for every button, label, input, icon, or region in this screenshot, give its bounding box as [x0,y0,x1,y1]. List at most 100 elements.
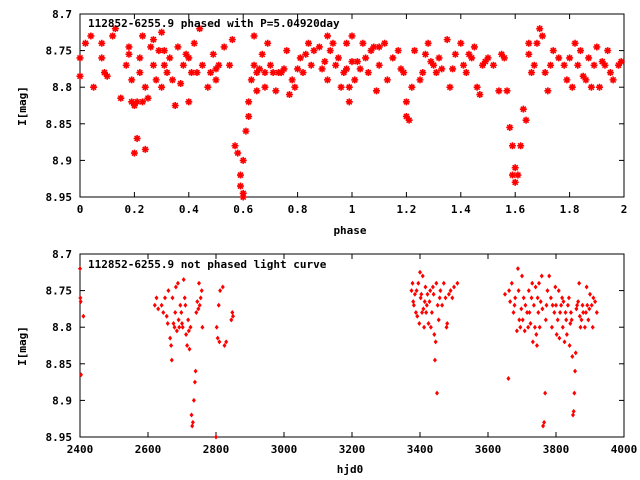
unphased-data-point [183,302,188,308]
unphased-data-point [169,343,174,348]
unphased-data-point [441,280,446,286]
unphased-x-tick-label: 3000 [271,443,298,456]
unphased-data-point [560,295,565,301]
unphased-data-point [520,317,525,323]
unphased-data-point [168,335,173,341]
phased-data-point [214,60,224,70]
unphased-data-point [420,273,425,279]
unphased-data-point [530,339,535,345]
unphased-data-point [217,339,222,345]
unphased-data-point [450,295,455,301]
phased-data-point [238,156,248,165]
phased-x-axis-label: phase [333,224,366,237]
unphased-data-point [422,324,427,330]
phased-data-point [249,60,259,70]
unphased-data-point [198,295,203,301]
phased-data-point [344,82,354,92]
phased-data-point [334,53,343,63]
unphased-data-point [163,295,167,301]
phased-data-point [527,68,536,77]
phased-data-point [97,53,107,63]
unphased-data-point [594,310,599,316]
phased-data-point [124,49,134,59]
unphased-data-point [554,332,559,338]
phased-data-point [157,82,166,92]
unphased-data-point [554,302,558,308]
unphased-data-point [557,335,562,341]
phased-x-tick-label: 1 [349,203,356,216]
unphased-data-point [176,317,181,323]
phased-data-point [393,46,403,55]
phased-data-point [358,38,368,48]
unphased-data-point [569,317,574,323]
unphased-data-point [547,273,552,279]
phased-data-point [252,86,262,96]
unphased-y-tick-label: 8.75 [46,285,73,298]
phased-data-point [263,38,272,48]
phased-data-point [108,31,117,41]
unphased-x-tick-label: 2400 [67,443,94,456]
unphased-data-point [214,324,219,330]
phased-data-point [535,24,544,33]
unphased-axis-ticks: 2400 2600 2800 3000 3200 3400 3600 3800 4000 8.7 8… [46,248,638,456]
phased-data-point [442,35,452,44]
phased-data-point [317,64,327,74]
unphased-data-point [448,288,453,294]
unphased-data-point [195,299,200,305]
unphased-data-point [586,317,591,323]
phased-data-point [244,112,253,121]
unphased-x-tick-label: 4000 [611,443,638,456]
phased-data-point [559,60,569,70]
phased-data-point [160,46,169,55]
unphased-data-point [430,284,435,290]
unphased-data-point [418,295,423,301]
unphased-data-point [432,332,437,338]
phased-data-point [279,64,289,74]
unphased-data-point [555,317,560,323]
phased-data-point [600,60,610,70]
unphased-data-point [536,310,541,316]
phased-data-point [538,31,547,41]
unphased-data-point [429,310,434,316]
unphased-data-point [420,310,425,316]
unphased-data-point [452,284,456,290]
unphased-data-point [543,317,548,323]
unphased-data-point [539,273,544,279]
unphased-data-point [190,419,195,425]
phased-data-point [589,60,599,70]
phased-data-point [529,60,539,70]
unphased-data-point [562,339,567,345]
unphased-light-curve-panel: 2400 2600 2800 3000 3200 3400 3600 3800 4000 8.7 8… [16,248,637,476]
phased-data-point [206,68,215,77]
phased-data-point [587,82,596,92]
unphased-data-point [78,266,82,272]
unphased-data-point [507,288,512,294]
phased-y-tick-label: 8.7 [52,8,72,21]
phased-data-point [97,38,107,48]
phased-data-point [309,46,319,55]
phased-data-point [149,35,158,44]
phased-data-point [374,42,384,52]
phased-data-point [315,42,324,52]
unphased-data-point [192,379,197,385]
phased-data-point [445,82,455,92]
unphased-data-point [190,423,195,429]
unphased-x-tick-label: 3200 [339,443,366,456]
unphased-data-point [526,288,531,294]
unphased-data-point [188,324,193,330]
phased-data-point [86,31,96,41]
unphased-data-point [576,299,581,305]
unphased-data-point [418,269,422,275]
unphased-data-point [411,299,416,305]
unphased-data-point [411,302,416,308]
phased-data-point [410,46,419,55]
phased-data-point [89,82,98,92]
unphased-data-point [568,310,573,316]
unphased-data-point [577,313,582,319]
unphased-plot-title: 112852-6255.9 not phased light curve [88,258,327,271]
unphased-data-point [444,324,449,330]
phased-data-point [203,82,213,92]
unphased-x-tick-label: 2800 [203,443,230,456]
unphased-data-point [446,291,451,297]
phased-data-point [140,145,150,154]
